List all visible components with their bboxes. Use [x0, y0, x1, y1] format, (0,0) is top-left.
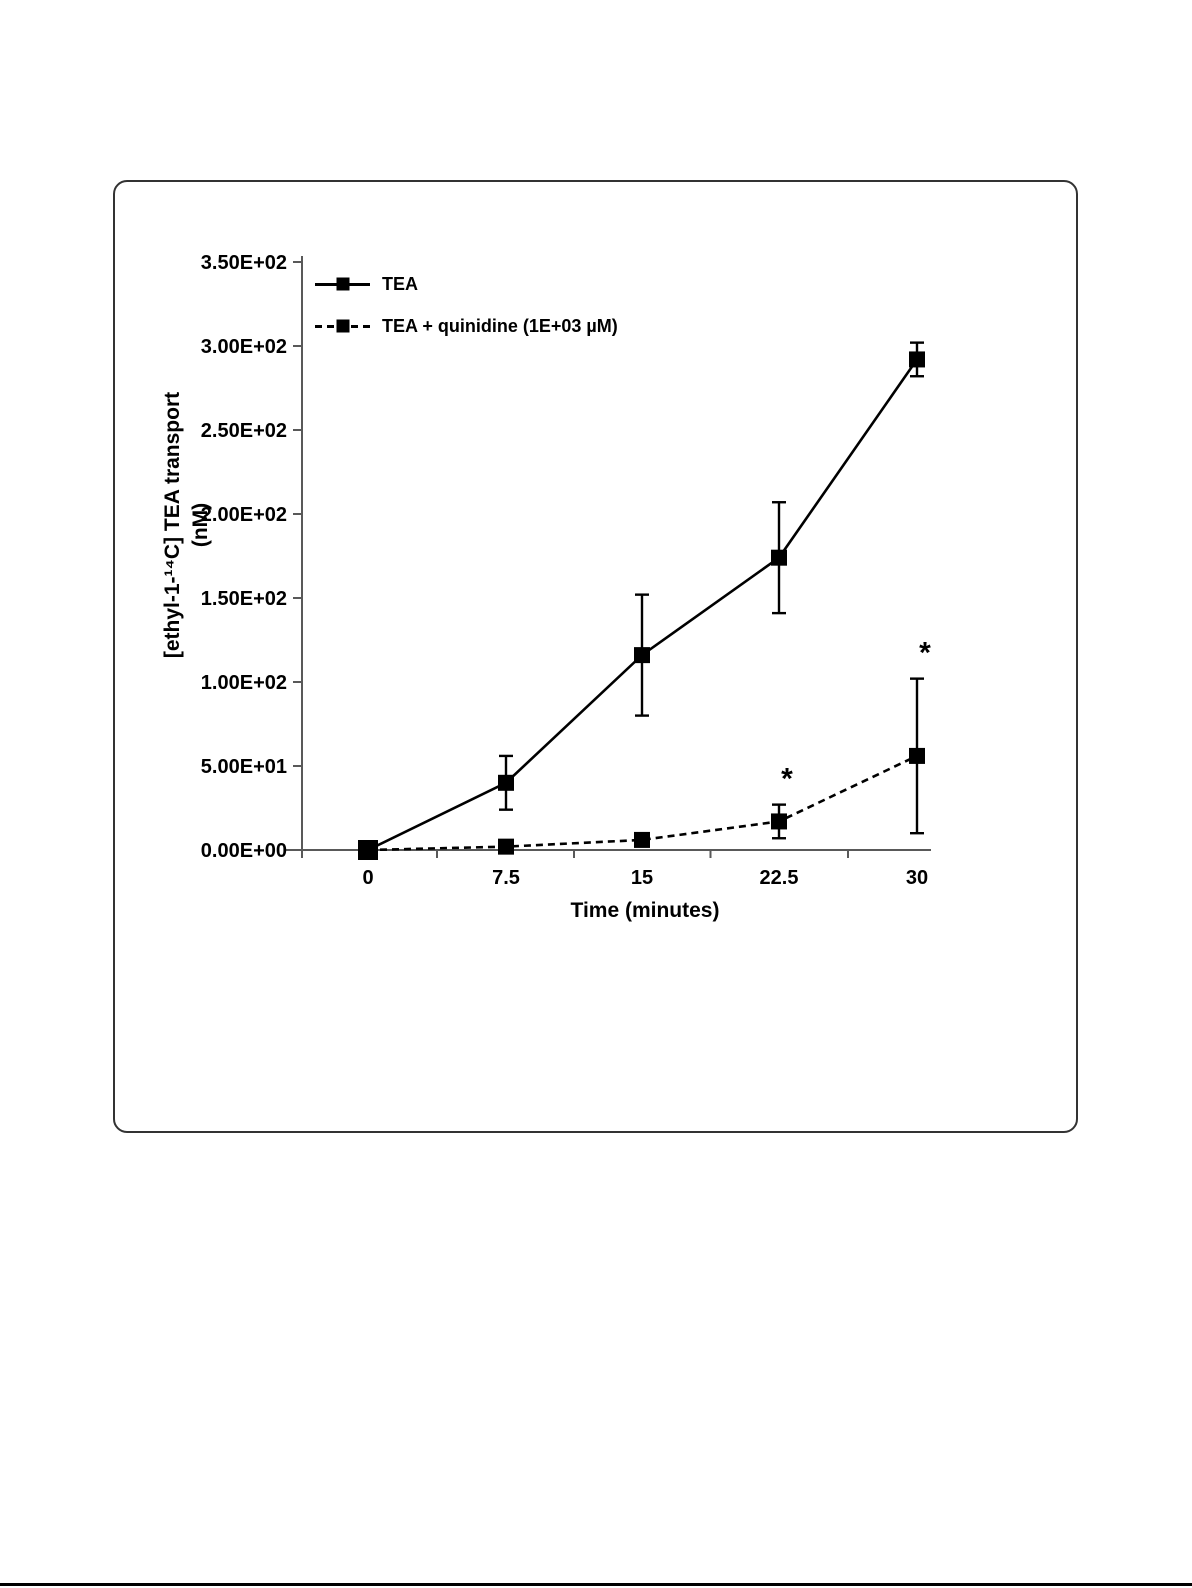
significance-asterisk: * [781, 763, 793, 796]
y-tick-label: 3.00E+02 [201, 336, 287, 358]
data-point-marker [358, 840, 378, 860]
x-tick-label: 22.5 [760, 867, 799, 889]
y-tick-label: 0.00E+00 [201, 840, 287, 862]
x-tick-label: 30 [906, 867, 928, 889]
figure-panel: 0.00E+00 5.00E+01 1.00E+02 1.50E+02 2.00E+02… [113, 180, 1078, 1133]
x-axis-title: Time (minutes) [570, 899, 720, 922]
x-tick-label: 0 [362, 867, 373, 889]
data-point-marker [909, 747, 925, 764]
data-point-marker [909, 351, 925, 368]
legend-label: TEA [382, 273, 418, 294]
y-tick-label: 2.00E+02 [201, 504, 287, 526]
y-tick-label: 2.50E+02 [201, 420, 287, 442]
chart-legend: TEA TEA + quinidine (1E+03 µM) [315, 273, 618, 357]
y-tick-label: 1.50E+02 [201, 588, 287, 610]
data-point-marker [634, 647, 650, 664]
legend-entry-tea-quinidine: TEA + quinidine (1E+03 µM) [315, 315, 618, 337]
legend-label: TEA + quinidine (1E+03 µM) [382, 315, 618, 336]
data-point-marker [771, 813, 787, 830]
solid-line-swatch-icon [315, 277, 370, 291]
data-point-marker [634, 831, 650, 848]
y-tick-label: 1.00E+02 [201, 672, 287, 694]
chart-plot-area: 0.00E+00 5.00E+01 1.00E+02 1.50E+02 2.00E+02… [201, 252, 931, 889]
y-axis-title-line1: [ethyl-1-¹⁴C] TEA transport [161, 391, 184, 659]
significance-asterisk: * [919, 637, 931, 670]
x-tick-label: 7.5 [492, 867, 520, 889]
y-tick-label: 5.00E+01 [201, 756, 287, 778]
y-axis-title-line2: (nM) [189, 502, 212, 548]
data-point-marker [771, 549, 787, 566]
x-tick-label: 15 [631, 867, 653, 889]
data-point-marker [498, 838, 514, 855]
dashed-line-swatch-icon [315, 319, 370, 333]
square-marker-icon [336, 277, 349, 291]
data-point-marker [498, 774, 514, 791]
page-bottom-edge-line [0, 1583, 1192, 1586]
y-tick-label: 3.50E+02 [201, 252, 287, 274]
legend-entry-tea: TEA [315, 273, 618, 295]
square-marker-icon [336, 319, 349, 333]
y-axis-title: [ethyl-1-¹⁴C] TEA transport (nM) [159, 312, 217, 738]
